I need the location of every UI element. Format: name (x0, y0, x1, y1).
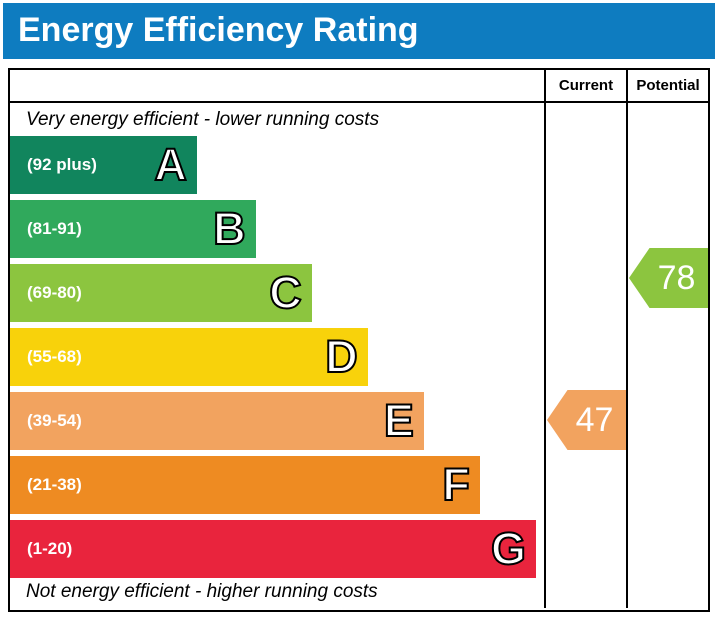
band-range-label: (55-68) (27, 347, 82, 366)
potential-rating-value: 78 (657, 258, 696, 297)
band-d: (55-68) D (10, 328, 368, 386)
band-letter: C (268, 267, 302, 319)
band-letter: F (441, 459, 470, 511)
potential-rating-arrow: 78 (629, 248, 708, 308)
bottom-note: Not energy efficient - higher running co… (26, 581, 378, 602)
band-a: (92 plus) A (10, 136, 197, 194)
rating-bands: (92 plus) A (81-91) B (69-80) C (55-68) D (39-54… (10, 136, 544, 584)
current-column: 47 (544, 103, 626, 608)
band-range-label: (92 plus) (27, 155, 97, 174)
band-range-label: (1-20) (27, 539, 73, 558)
table-header-row: Current Potential (10, 70, 708, 103)
potential-column-header: Potential (626, 70, 708, 101)
band-range-label: (21-38) (27, 475, 82, 494)
band-f: (21-38) F (10, 456, 480, 514)
band-letter: G (490, 523, 527, 575)
band-range-label: (81-91) (27, 219, 82, 238)
energy-rating-table: Current Potential Very energy efficient … (8, 68, 710, 612)
table-body: Very energy efficient - lower running co… (10, 103, 708, 608)
band-range-label: (69-80) (27, 283, 82, 302)
current-rating-arrow: 47 (547, 390, 626, 450)
band-range-label: (39-54) (27, 411, 82, 430)
band-b: (81-91) B (10, 200, 256, 258)
top-note: Very energy efficient - lower running co… (26, 109, 380, 130)
current-column-header: Current (544, 70, 626, 101)
band-c: (69-80) C (10, 264, 312, 322)
band-letter: B (212, 203, 246, 255)
chart-header-spacer (10, 70, 544, 101)
band-letter: E (383, 395, 415, 447)
potential-column: 78 (626, 103, 708, 608)
current-rating-value: 47 (575, 400, 614, 439)
page-title: Energy Efficiency Rating (3, 3, 715, 59)
band-e: (39-54) E (10, 392, 424, 450)
rating-bands-column: Very energy efficient - lower running co… (10, 103, 544, 608)
band-letter: A (153, 139, 187, 191)
band-g: (1-20) G (10, 520, 536, 578)
band-letter: D (324, 331, 358, 383)
